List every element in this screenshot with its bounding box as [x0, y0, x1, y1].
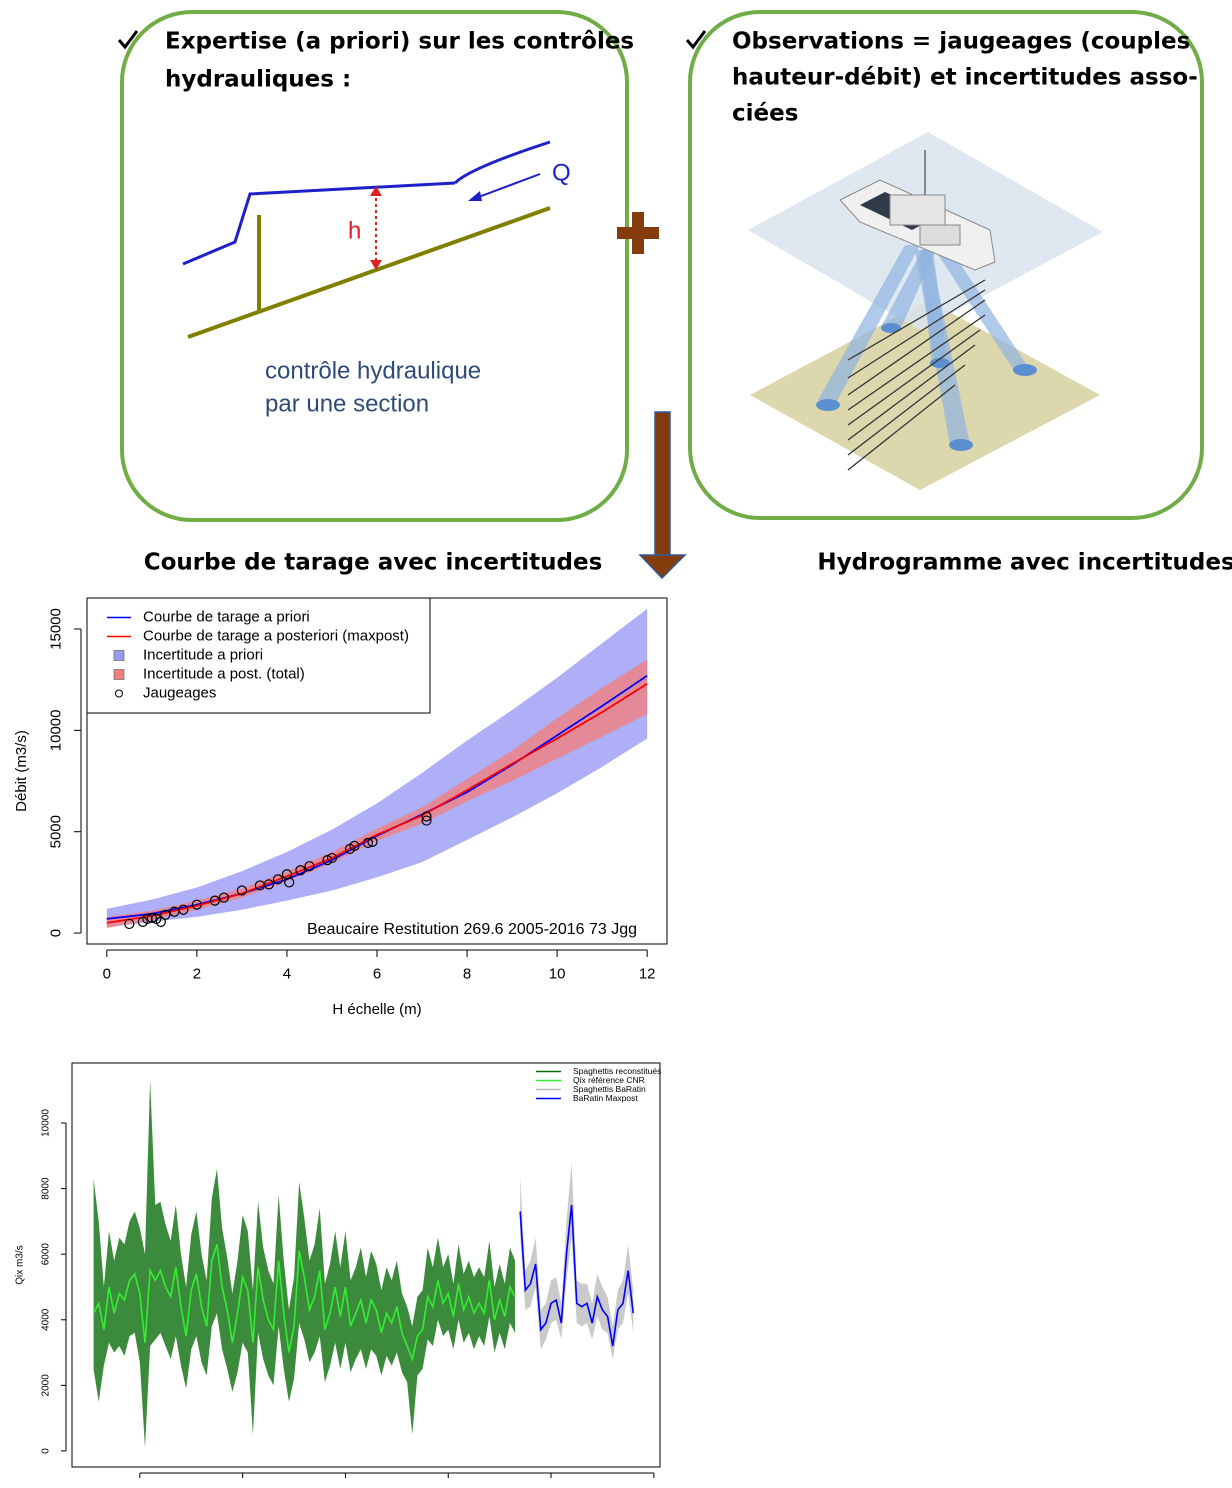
legend-swatch: [115, 689, 123, 698]
gauging-point: [218, 892, 229, 903]
x-tick-label: 10: [549, 965, 566, 982]
chart: 1920194019601980200020200200040006000800…: [15, 1062, 665, 1488]
y-axis-title: Qix m3/s: [15, 1245, 26, 1284]
gauging-point: [362, 837, 374, 848]
legend-frame: [86, 597, 431, 714]
legend-label: Jaugeages: [143, 684, 216, 701]
plus-icon: [617, 212, 659, 254]
gauging-point: [191, 899, 202, 910]
series-line: [106, 674, 648, 920]
plot-frame: [71, 1062, 661, 1468]
legend-label: Spaghettis BaRatin: [573, 1084, 646, 1094]
panel-text: Expertise (a priori) sur les contrôles: [165, 29, 634, 55]
gauging-point: [322, 854, 333, 866]
legend-label: Qix référence CNR: [573, 1075, 645, 1085]
gauging-point: [146, 912, 157, 923]
diagram-caption: contrôle hydraulique: [265, 357, 481, 384]
chart-annotation: Beaucaire Restitution 269.6 2005-2016 73…: [307, 921, 637, 938]
y-tick-label: 5000: [47, 815, 64, 848]
gauging-point: [160, 909, 171, 920]
gauging-point: [209, 895, 220, 906]
series-line: [92, 1244, 516, 1362]
y-tick-label: 15000: [47, 608, 64, 650]
legend-swatch: [113, 669, 125, 680]
uncertainty-band: [93, 1080, 516, 1448]
y-tick-label: 2000: [41, 1374, 52, 1397]
flow-label: Q: [552, 159, 571, 186]
gauging-point: [367, 836, 378, 847]
boat-illustration: [748, 132, 1103, 490]
panel-text: Observations = jaugeages (couples: [732, 29, 1190, 55]
y-tick-label: 10000: [47, 710, 64, 752]
check-icon: [685, 30, 707, 50]
legend-label: Spaghettis reconstitués: [573, 1066, 661, 1076]
gauging-point: [155, 916, 166, 928]
series-line: [106, 682, 648, 924]
gauging-point: [304, 861, 315, 872]
gauging-point: [421, 811, 432, 822]
x-tick-label: 2: [193, 965, 201, 982]
y-tick-label: 0: [41, 1448, 52, 1454]
panel-text: ciées: [732, 101, 798, 127]
legend-label: BaRatin Maxpost: [573, 1093, 638, 1103]
gauging-point: [421, 815, 432, 826]
section-heading: Hydrogramme avec incertitudes: [817, 550, 1232, 576]
gauging-point: [236, 885, 248, 896]
legend-label: Courbe de tarage a posteriori (maxpost): [143, 627, 409, 644]
gauging-point: [272, 874, 284, 885]
x-axis-title: H échelle (m): [332, 1001, 421, 1018]
y-tick-label: 4000: [41, 1308, 52, 1331]
diagram-caption: par une section: [265, 390, 429, 417]
legend-label: Courbe de tarage a priori: [143, 608, 310, 625]
x-tick-label: 6: [373, 965, 381, 982]
panel-text: hauteur-débit) et incertitudes asso-: [732, 65, 1198, 91]
x-tick-label: 0: [103, 965, 111, 982]
y-tick-label: 0: [47, 929, 64, 937]
gauging-point: [295, 865, 306, 876]
gauging-point: [326, 852, 338, 864]
gauging-point: [124, 918, 135, 930]
y-axis-title: Débit (m3/s): [13, 730, 30, 812]
y-tick-label: 10000: [41, 1109, 52, 1137]
legend-label: Incertitude a priori: [143, 646, 263, 663]
uncertainty-band: [520, 1162, 634, 1360]
uncertainty-band: [106, 608, 648, 927]
legend-label: Incertitude a post. (total): [143, 665, 305, 682]
check-icon: [117, 30, 139, 50]
legend-swatch: [113, 650, 125, 661]
chart: 0 2 4 6 8 10 12 0 5000 10000 15000 H échelle (m) Déb…: [13, 597, 668, 1018]
x-tick-label: 4: [283, 965, 291, 982]
panel-frame: [120, 10, 629, 522]
arrow-head: [638, 554, 687, 580]
gauging-point: [178, 904, 189, 915]
arrow-shaft: [654, 411, 671, 556]
x-tick-label: 8: [463, 965, 471, 982]
panel-text: hydrauliques :: [165, 67, 351, 93]
control-diagram: [182, 140, 551, 339]
panel-frame: [688, 10, 1204, 520]
y-tick-label: 8000: [41, 1177, 52, 1200]
series-line: [519, 1204, 635, 1347]
gauging-point: [349, 840, 360, 851]
gauging-point: [263, 879, 275, 890]
section-heading: Courbe de tarage avec incertitudes: [144, 550, 603, 576]
height-label: h: [348, 217, 361, 244]
x-tick-label: 12: [639, 965, 656, 982]
gauging-point: [284, 877, 295, 888]
y-tick-label: 6000: [41, 1243, 52, 1266]
